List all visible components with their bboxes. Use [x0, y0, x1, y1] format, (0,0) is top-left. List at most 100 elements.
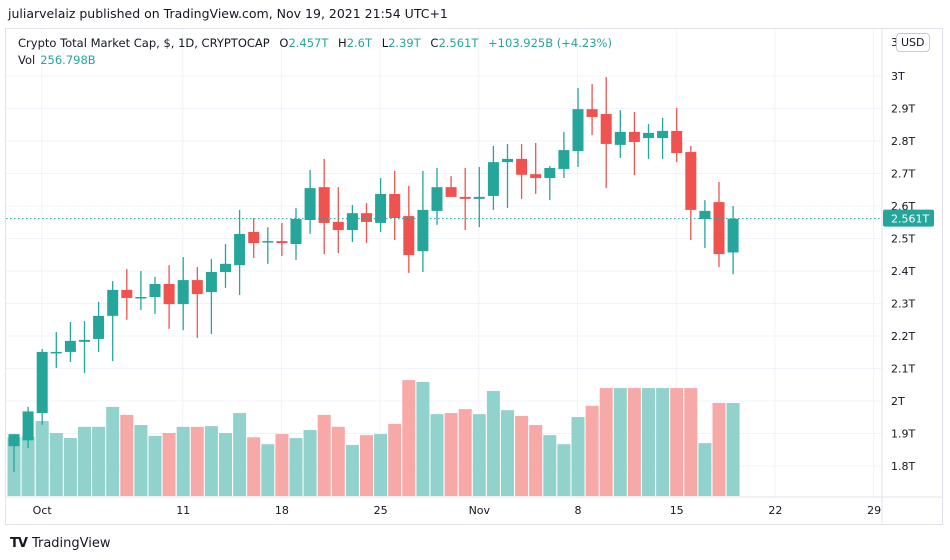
candle[interactable] [516, 143, 528, 199]
volume-bar [627, 388, 641, 496]
candle-body [657, 130, 669, 139]
candle[interactable] [8, 434, 20, 473]
volume-bar [78, 426, 91, 496]
candle[interactable] [163, 265, 175, 329]
chart-legend: Crypto Total Market Cap, $, 1D, CRYPTOCA… [18, 35, 612, 69]
volume-bar [162, 432, 176, 496]
high-label: H [338, 36, 347, 50]
candle[interactable] [361, 203, 372, 244]
candle[interactable] [177, 257, 189, 331]
candle[interactable] [445, 176, 457, 197]
candle[interactable] [332, 187, 344, 254]
candle-body [332, 221, 344, 231]
candle[interactable] [431, 167, 443, 225]
candle-body [248, 232, 260, 244]
candle[interactable] [544, 166, 556, 201]
candle-body [205, 271, 217, 293]
candle-body [699, 210, 711, 219]
candle[interactable] [699, 200, 711, 248]
candle[interactable] [248, 218, 260, 258]
candle[interactable] [600, 76, 612, 189]
candle[interactable] [22, 406, 34, 449]
candle[interactable] [389, 170, 401, 241]
price-axis: 33T2.9T2.8T2.7T2.6T2.5T2.4T2.3T2.2T2.1T2… [883, 36, 934, 473]
volume-bar [430, 414, 444, 496]
candle[interactable] [36, 349, 48, 426]
volume-bar [247, 437, 261, 496]
candle-body [8, 434, 20, 447]
candle-body [403, 216, 415, 256]
candle[interactable] [572, 88, 584, 167]
candle-body [234, 233, 246, 266]
volume-bar [712, 402, 726, 496]
candle[interactable] [304, 169, 316, 234]
candle-body [121, 289, 133, 298]
candle-body [544, 167, 556, 179]
time-axis: Oct 11 18 25 Nov 8 15 22 29 [33, 504, 881, 517]
time-axis-label: 22 [768, 504, 782, 517]
price-axis-label: 2.2T [891, 330, 915, 343]
candle[interactable] [191, 267, 203, 338]
candle[interactable] [459, 167, 471, 231]
volume-bar [63, 438, 77, 496]
candle[interactable] [487, 145, 499, 210]
tradingview-logo-icon[interactable]: TV [10, 536, 28, 551]
candle[interactable] [586, 84, 598, 136]
candle[interactable] [220, 244, 231, 288]
candle-body [149, 284, 161, 297]
ohlc-row: Crypto Total Market Cap, $, 1D, CRYPTOCA… [18, 35, 612, 52]
candle[interactable] [50, 332, 62, 368]
candle[interactable] [346, 205, 358, 243]
candle[interactable] [417, 170, 429, 272]
candle[interactable] [671, 107, 683, 163]
candle-body [502, 158, 513, 163]
candle-body [473, 196, 485, 199]
candle[interactable] [558, 131, 570, 179]
candle[interactable] [657, 117, 669, 159]
candle-body [79, 339, 90, 342]
candle-body [375, 193, 387, 223]
candle[interactable] [64, 322, 76, 362]
candle[interactable] [318, 158, 330, 255]
publisher-line: juliarvelaiz published on TradingView.co… [8, 6, 448, 21]
candle[interactable] [79, 321, 90, 374]
candle[interactable] [473, 167, 485, 228]
candle[interactable] [121, 269, 133, 320]
time-axis-label: 8 [575, 504, 582, 517]
candle[interactable] [403, 185, 415, 273]
candle[interactable] [205, 258, 217, 335]
candlestick-chart[interactable]: 3 3T 2.9T 2.8T 2.7T 2.6T 2.5T 2.4T 2.3T 2.2T 2.1T 2… [0, 0, 950, 530]
time-axis-label: Oct [33, 504, 53, 517]
candle[interactable] [530, 142, 542, 194]
currency-button[interactable]: USD [896, 33, 930, 52]
candle-body [361, 213, 372, 222]
candle[interactable] [93, 301, 105, 352]
candle[interactable] [276, 222, 288, 257]
symbol-title: Crypto Total Market Cap, $, 1D, CRYPTOCA… [18, 36, 270, 50]
candle[interactable] [502, 143, 513, 208]
time-axis-label: 25 [374, 504, 388, 517]
candle[interactable] [375, 178, 387, 232]
brand-name[interactable]: TradingView [31, 536, 111, 551]
candle[interactable] [713, 181, 725, 268]
candle[interactable] [135, 271, 147, 310]
volume-bar [219, 432, 232, 496]
volume-bar [204, 426, 218, 496]
candle[interactable] [262, 227, 274, 264]
volume-bar [599, 388, 613, 496]
candle[interactable] [290, 207, 302, 260]
candle[interactable] [727, 206, 739, 275]
candle[interactable] [614, 110, 626, 158]
candle-body [177, 280, 189, 305]
candle-body [346, 213, 358, 231]
high-value: 2.6T [346, 36, 373, 50]
volume-bar [698, 443, 712, 496]
candle[interactable] [628, 112, 640, 176]
candle[interactable] [643, 124, 654, 159]
candle[interactable] [685, 145, 697, 241]
candle[interactable] [149, 276, 161, 314]
candle[interactable] [107, 281, 119, 362]
candle-body [64, 340, 76, 352]
candle[interactable] [234, 209, 246, 296]
candle-body [107, 289, 119, 316]
